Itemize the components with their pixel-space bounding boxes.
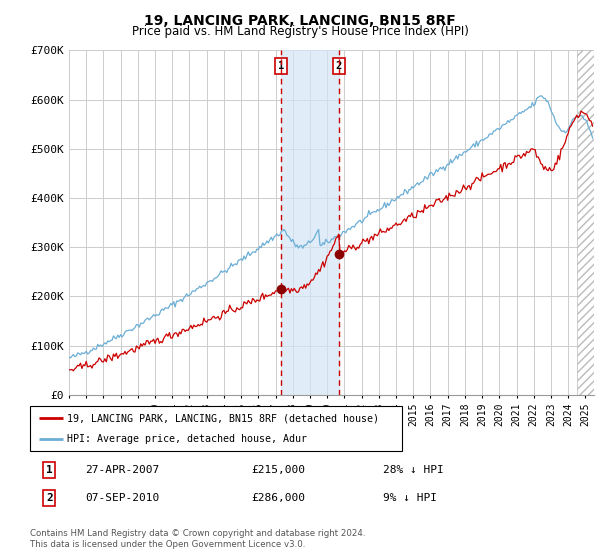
Text: 28% ↓ HPI: 28% ↓ HPI xyxy=(383,465,444,475)
Text: 2: 2 xyxy=(336,61,342,71)
Text: 07-SEP-2010: 07-SEP-2010 xyxy=(85,493,160,503)
Text: HPI: Average price, detached house, Adur: HPI: Average price, detached house, Adur xyxy=(67,433,307,444)
Text: 9% ↓ HPI: 9% ↓ HPI xyxy=(383,493,437,503)
Text: Contains HM Land Registry data © Crown copyright and database right 2024.
This d: Contains HM Land Registry data © Crown c… xyxy=(30,529,365,549)
Text: 1: 1 xyxy=(278,61,284,71)
Bar xyxy=(281,50,339,395)
Text: Price paid vs. HM Land Registry's House Price Index (HPI): Price paid vs. HM Land Registry's House … xyxy=(131,25,469,38)
Text: £286,000: £286,000 xyxy=(251,493,305,503)
Bar xyxy=(577,50,594,395)
Text: 19, LANCING PARK, LANCING, BN15 8RF: 19, LANCING PARK, LANCING, BN15 8RF xyxy=(144,14,456,28)
FancyBboxPatch shape xyxy=(30,406,402,451)
Text: 1: 1 xyxy=(46,465,53,475)
Text: 27-APR-2007: 27-APR-2007 xyxy=(85,465,160,475)
Text: 19, LANCING PARK, LANCING, BN15 8RF (detached house): 19, LANCING PARK, LANCING, BN15 8RF (det… xyxy=(67,413,379,423)
Text: 2: 2 xyxy=(46,493,53,503)
Text: £215,000: £215,000 xyxy=(251,465,305,475)
